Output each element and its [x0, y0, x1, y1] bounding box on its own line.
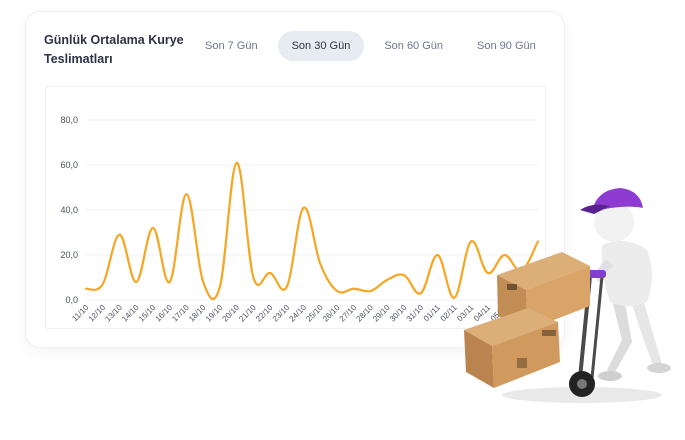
x-tick-label: 23/10: [271, 303, 292, 324]
y-tick-label: 40,0: [60, 205, 78, 215]
x-tick-label: 11/10: [70, 303, 90, 323]
x-tick-label: 27/10: [338, 303, 359, 324]
y-tick-label: 60,0: [60, 160, 78, 170]
x-tick-label: 21/10: [237, 303, 258, 324]
x-tick-label: 22/10: [254, 303, 275, 324]
tab-last-90-days[interactable]: Son 90 Gün: [477, 40, 536, 52]
x-tick-label: 02/11: [439, 303, 459, 323]
tab-last-30-days[interactable]: Son 30 Gün: [277, 31, 365, 61]
x-tick-label: 14/10: [120, 303, 141, 324]
tab-last-7-days[interactable]: Son 7 Gün: [205, 40, 258, 52]
x-tick-label: 29/10: [371, 303, 392, 324]
card-title: Günlük Ortalama Kurye Teslimatları: [44, 33, 184, 66]
period-tabs: Son 7 Gün Son 30 Gün Son 60 Gün Son 90 G…: [191, 31, 556, 61]
deliveries-chart-card: Günlük Ortalama Kurye Teslimatları Son 7…: [26, 12, 564, 347]
y-tick-label: 0,0: [65, 295, 78, 305]
x-tick-label: 13/10: [103, 303, 124, 324]
x-tick-label: 19/10: [204, 303, 225, 324]
x-tick-label: 28/10: [354, 303, 375, 324]
y-tick-label: 20,0: [60, 250, 78, 260]
delivery-courier-icon: [464, 188, 671, 403]
x-tick-label: 20/10: [221, 303, 242, 324]
x-tick-label: 25/10: [304, 303, 325, 324]
line-chart: 0,0 20,0 40,0 60,0 80,0 11/10 12/10 13/10 14/10 1…: [45, 86, 546, 329]
x-tick-label: 16/10: [154, 303, 175, 324]
x-tick-label: 30/10: [388, 303, 409, 324]
x-tick-label: 12/10: [87, 303, 108, 324]
x-tick-label: 31/10: [405, 303, 426, 324]
series-line: [84, 161, 540, 300]
x-tick-label: 01/11: [422, 303, 442, 323]
tab-last-60-days[interactable]: Son 60 Gün: [384, 40, 444, 52]
x-tick-label: 15/10: [137, 303, 158, 324]
line-chart-svg: 0,020,040,060,080,011/1012/1013/1014/101…: [60, 115, 542, 324]
x-tick-label: 18/10: [187, 303, 208, 324]
x-tick-label: 24/10: [288, 303, 309, 324]
x-tick-label: 26/10: [321, 303, 342, 324]
y-tick-label: 80,0: [60, 115, 78, 125]
x-tick-label: 17/10: [170, 303, 191, 324]
